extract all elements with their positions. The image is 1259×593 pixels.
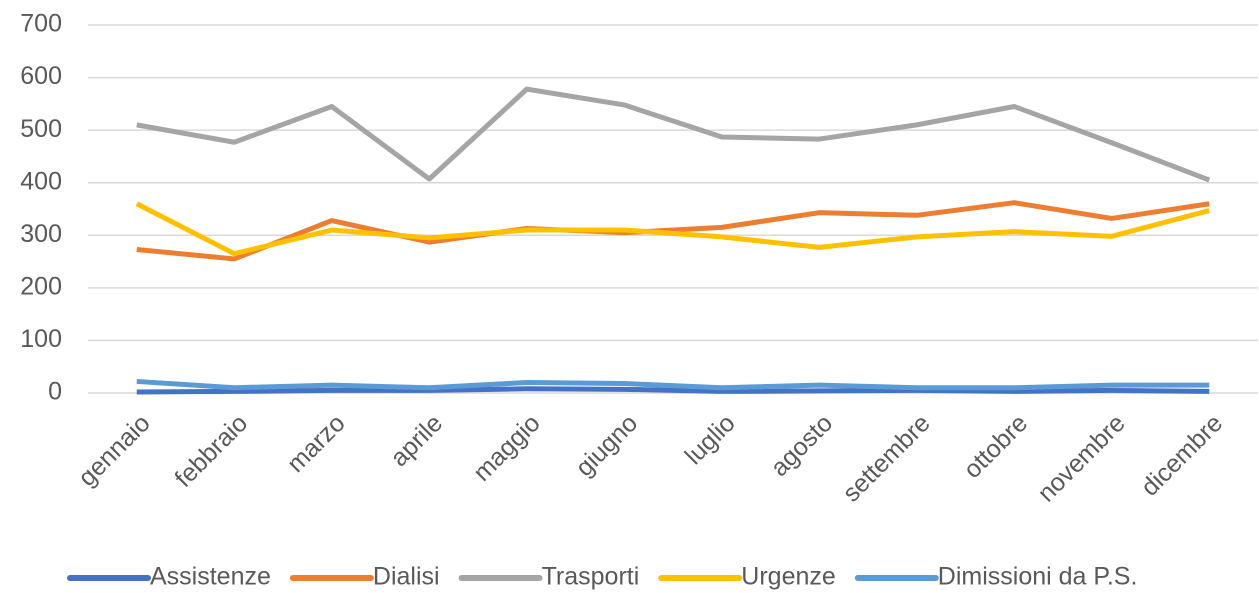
legend-label: Assistenze xyxy=(150,563,271,591)
series-line xyxy=(135,201,1210,257)
x-tick-label: agosto xyxy=(765,409,838,482)
series-line xyxy=(136,386,1210,395)
y-tick-label: 0 xyxy=(48,378,62,406)
legend-label: Trasporti xyxy=(542,563,640,591)
x-tick-label: settembre xyxy=(837,409,935,507)
series-line xyxy=(136,200,1210,262)
x-tick-label: dicembre xyxy=(1136,409,1229,502)
x-tick-label: giugno xyxy=(570,409,643,482)
y-tick-label: 200 xyxy=(20,272,62,300)
x-tick-label: marzo xyxy=(282,409,351,478)
x-tick-label: novembre xyxy=(1032,409,1130,507)
x-tick-label: aprile xyxy=(385,409,448,472)
legend-label: Dialisi xyxy=(373,563,440,591)
y-tick-label: 400 xyxy=(20,167,62,195)
x-tick-label: maggio xyxy=(468,409,546,487)
y-tick-label: 300 xyxy=(20,220,62,248)
x-tick-label: luglio xyxy=(680,409,741,470)
y-tick-label: 700 xyxy=(20,10,62,38)
legend-label: Urgenze xyxy=(741,563,836,591)
series-line xyxy=(136,378,1210,391)
y-tick-label: 600 xyxy=(20,62,62,90)
y-tick-label: 100 xyxy=(20,325,62,353)
x-tick-label: ottobre xyxy=(958,409,1033,484)
x-tick-label: febbraio xyxy=(169,409,253,493)
legend-label: Dimissioni da P.S. xyxy=(938,563,1138,591)
y-tick-label: 500 xyxy=(20,115,62,143)
series-line xyxy=(136,86,1211,183)
x-tick-label: gennaio xyxy=(73,409,156,492)
